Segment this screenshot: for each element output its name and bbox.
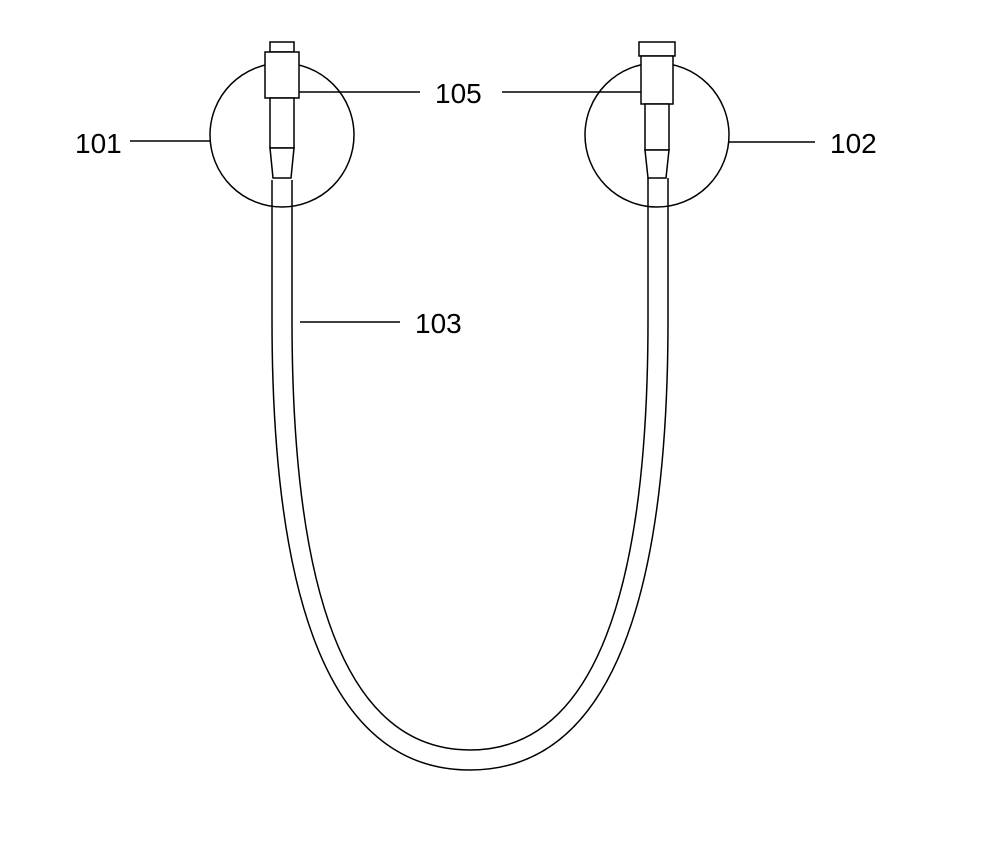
label-103: 103 (415, 308, 462, 340)
right-connector (639, 42, 675, 178)
label-105: 105 (435, 78, 482, 110)
label-101: 101 (75, 128, 122, 160)
leader-lines (130, 92, 815, 322)
cable (272, 178, 668, 770)
diagram-canvas: 101 102 103 105 (0, 0, 1000, 848)
left-connector (265, 42, 299, 178)
label-102: 102 (830, 128, 877, 160)
